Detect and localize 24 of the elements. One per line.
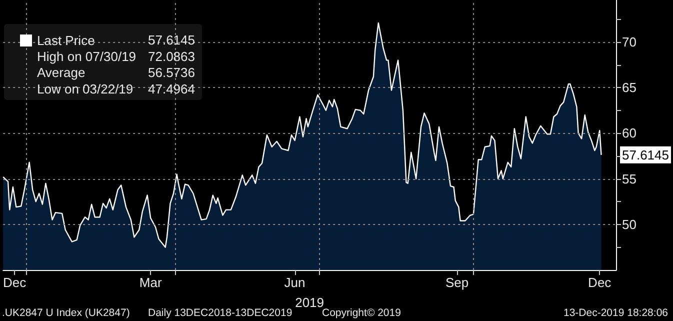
y-tick-label: 50 bbox=[622, 216, 636, 232]
text: 13-Dec-2019 18:28:06 bbox=[564, 307, 668, 319]
text: .UK2847 U Index (UK2847) bbox=[2, 307, 130, 319]
text: Daily 13DEC2018-13DEC2019 bbox=[148, 307, 292, 319]
annotation: 72.0863 bbox=[148, 48, 195, 64]
annotation: 57.6145 bbox=[148, 32, 195, 48]
y-tick-label: 55 bbox=[622, 171, 636, 186]
y-tick-label: 65 bbox=[622, 80, 636, 96]
x-tick-label: Mar bbox=[139, 275, 162, 290]
annotation: Low on 03/22/19 bbox=[37, 81, 134, 96]
annotation: 47.4964 bbox=[148, 81, 195, 96]
annotation: Average bbox=[37, 65, 86, 80]
text: Copyright© 2019 bbox=[322, 307, 402, 319]
annotation: 56.5736 bbox=[148, 65, 195, 80]
y-tick-label: 60 bbox=[622, 126, 636, 141]
x-tick-label: Dec bbox=[588, 275, 612, 290]
y-tick-label: 70 bbox=[622, 34, 636, 50]
x-tick-label: Jun bbox=[284, 275, 306, 290]
annotation: High on 07/30/19 bbox=[37, 48, 136, 64]
x-tick-label: Dec bbox=[2, 275, 27, 290]
x-axis-title: 2019 bbox=[295, 295, 324, 310]
annotation: 57.6145 bbox=[622, 147, 669, 162]
legend-label: Last Price bbox=[37, 33, 95, 48]
x-tick-label: Sep bbox=[445, 275, 469, 290]
